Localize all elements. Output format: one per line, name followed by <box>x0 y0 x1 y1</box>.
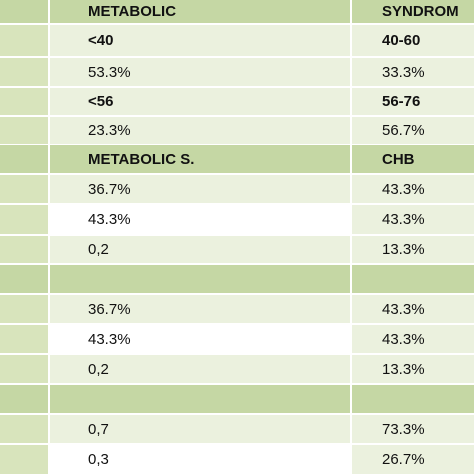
table-cell: 73.3% <box>352 415 474 443</box>
row-label-cell <box>0 236 48 263</box>
table-cell: 36.7% <box>50 295 350 323</box>
row-label-cell <box>0 175 48 203</box>
row-label-cell <box>0 145 48 173</box>
table-cell: 43.3% <box>352 175 474 203</box>
row-label-cell <box>0 355 48 383</box>
table-cell <box>352 385 474 413</box>
row-label-cell <box>0 295 48 323</box>
table-cell <box>352 265 474 293</box>
table-cell: 43.3% <box>352 325 474 353</box>
table-cell: METABOLIC S. <box>50 145 350 173</box>
table-cell: 43.3% <box>50 205 350 234</box>
row-label-cell <box>0 0 48 23</box>
table-cell: 26.7% <box>352 445 474 474</box>
table-cell: 53.3% <box>50 58 350 86</box>
row-label-cell <box>0 205 48 234</box>
row-label-cell <box>0 415 48 443</box>
row-label-cell <box>0 265 48 293</box>
table-cell: 56-76 <box>352 88 474 115</box>
row-label-cell <box>0 58 48 86</box>
table-cell: <40 <box>50 25 350 56</box>
table-cell: METABOLIC <box>50 0 350 23</box>
table-cell: 56.7% <box>352 117 474 144</box>
table-cell: 13.3% <box>352 236 474 263</box>
row-label-cell <box>0 325 48 353</box>
table-cell: <56 <box>50 88 350 115</box>
row-label-cell <box>0 117 48 144</box>
row-label-cell <box>0 445 48 474</box>
row-label-cell <box>0 88 48 115</box>
table-cell: 0,2 <box>50 236 350 263</box>
table-cell: 0,3 <box>50 445 350 474</box>
table-cell: 43.3% <box>352 295 474 323</box>
table-cell: 40-60 <box>352 25 474 56</box>
table-cell: SYNDROM <box>352 0 474 23</box>
table-cell: 43.3% <box>50 325 350 353</box>
table-cell: 23.3% <box>50 117 350 144</box>
table-cell: 13.3% <box>352 355 474 383</box>
table-cell: 33.3% <box>352 58 474 86</box>
table-cell <box>50 385 350 413</box>
table-cell: CHB <box>352 145 474 173</box>
row-label-cell <box>0 385 48 413</box>
table-cell <box>50 265 350 293</box>
row-label-cell <box>0 25 48 56</box>
table-cell: 36.7% <box>50 175 350 203</box>
table-cell: 43.3% <box>352 205 474 234</box>
table-cell: 0,2 <box>50 355 350 383</box>
table-cell: 0,7 <box>50 415 350 443</box>
